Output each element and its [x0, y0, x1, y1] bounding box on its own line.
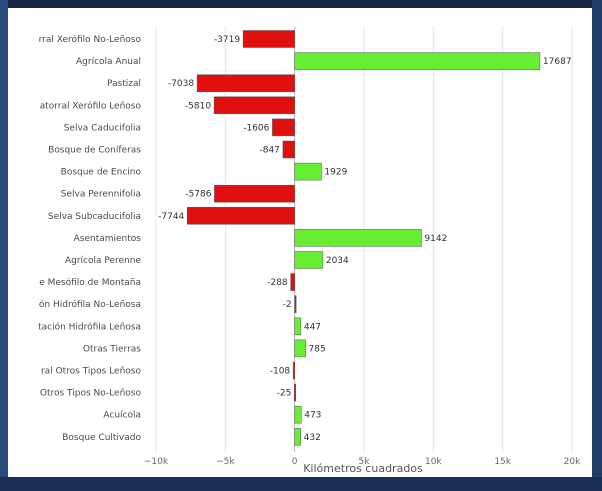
- data-label: 785: [309, 344, 326, 354]
- data-label: 17687: [543, 57, 572, 67]
- x-tick-label: 0: [292, 457, 298, 467]
- x-axis-title: Kilómetros cuadrados: [303, 462, 423, 475]
- category-label: ón Hidrófila No-Leñosa: [39, 299, 141, 310]
- category-label: Asentamientos: [74, 234, 142, 244]
- data-label: 473: [304, 411, 321, 421]
- category-label: tación Hidrófila Leñosa: [38, 321, 141, 332]
- bar[interactable]: [290, 273, 295, 291]
- data-label: -5810: [185, 101, 211, 111]
- category-label: Selva Subcaducifolia: [48, 212, 141, 222]
- category-label: rral Xerófilo No-Leñoso: [39, 34, 142, 45]
- x-tick-label: −5k: [216, 457, 235, 467]
- bar[interactable]: [294, 383, 297, 402]
- category-label: Agrícola Perenne: [65, 256, 141, 266]
- data-label: -3719: [214, 35, 240, 45]
- bar[interactable]: [294, 428, 301, 446]
- data-label: -108: [270, 367, 291, 377]
- x-tick-labels: −10k −5k 0 5k 10k 15k 20k: [144, 457, 581, 467]
- x-tick-label: 5k: [359, 457, 371, 467]
- bar-chart: -3719 17687 -7038 -5810 -1606 -847 1929 -5786 -7…: [38, 26, 581, 475]
- category-label: Bosque de Encino: [61, 168, 142, 178]
- data-label: -1606: [243, 123, 269, 133]
- bar[interactable]: [242, 30, 295, 48]
- bar[interactable]: [292, 361, 295, 380]
- bar[interactable]: [294, 229, 422, 247]
- x-tick-label: 10k: [425, 457, 442, 467]
- category-label: Otras Tierras: [83, 344, 141, 354]
- category-label: Acuícola: [103, 411, 141, 421]
- data-label: -2: [283, 300, 292, 310]
- frame-bottom: [0, 477, 602, 491]
- x-tick-label: −10k: [144, 457, 169, 467]
- bar[interactable]: [282, 140, 295, 159]
- bar[interactable]: [294, 317, 302, 336]
- data-label: -847: [259, 146, 279, 156]
- category-label: Bosque de Coníferas: [48, 146, 141, 156]
- bars: -3719 17687 -7038 -5810 -1606 -847 1929 -5786 -7…: [158, 30, 572, 446]
- bar[interactable]: [294, 405, 302, 424]
- category-label: Otros Tipos No-Leñoso: [40, 389, 142, 399]
- category-label: Selva Perennifolia: [61, 190, 141, 200]
- data-label: 1929: [324, 168, 347, 178]
- bar[interactable]: [187, 207, 295, 225]
- data-label: 447: [304, 322, 321, 332]
- category-label: e Mesófilo de Montaña: [39, 277, 141, 288]
- chart-panel: -3719 17687 -7038 -5810 -1606 -847 1929 -5786 -7…: [8, 8, 592, 477]
- category-label: Agrícola Anual: [76, 57, 141, 67]
- frame-right: [592, 0, 602, 491]
- frame-top: [0, 0, 602, 8]
- category-label: Pastizal: [107, 79, 141, 89]
- x-tick-label: 20k: [564, 457, 581, 467]
- bar[interactable]: [214, 184, 295, 203]
- data-label: 432: [304, 433, 321, 443]
- category-label: Selva Caducifolia: [64, 123, 141, 133]
- category-labels: rral Xerófilo No-Leñoso Agrícola Anual Pas…: [38, 34, 141, 443]
- bar[interactable]: [196, 74, 295, 92]
- bar[interactable]: [213, 96, 295, 115]
- bar[interactable]: [294, 251, 324, 269]
- data-label: -288: [267, 278, 288, 288]
- category-label: ral Otros Tipos Leñoso: [41, 367, 142, 377]
- data-label: -5786: [185, 190, 211, 200]
- bar[interactable]: [294, 295, 297, 313]
- frame-left: [0, 0, 8, 491]
- data-label: 9142: [424, 234, 447, 244]
- data-label: 2034: [326, 256, 349, 266]
- x-tick-label: 15k: [494, 457, 511, 467]
- bar[interactable]: [294, 52, 541, 70]
- data-label: -25: [277, 389, 292, 399]
- category-label: Bosque Cultivado: [62, 433, 141, 443]
- category-label: atorral Xerófilo Leñoso: [40, 100, 142, 111]
- bar[interactable]: [272, 118, 295, 137]
- bar[interactable]: [294, 339, 306, 358]
- bar[interactable]: [294, 162, 322, 181]
- data-label: -7744: [158, 212, 184, 222]
- data-label: -7038: [168, 79, 194, 89]
